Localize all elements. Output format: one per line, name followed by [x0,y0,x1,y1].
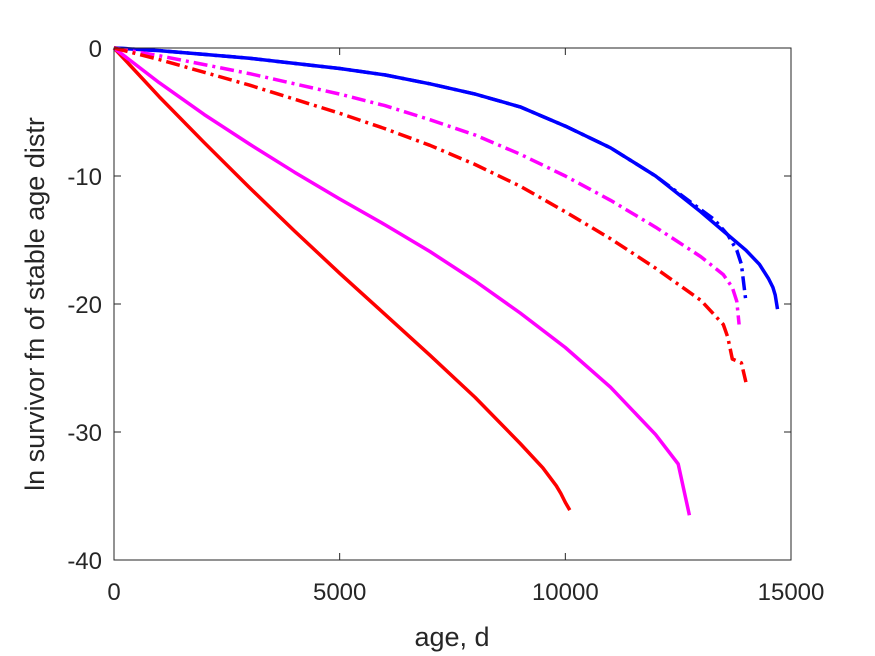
series-line-1 [112,46,572,511]
x-tick-label: 10000 [532,579,599,606]
y-tick-label: -40 [67,548,102,575]
series-layer [112,46,780,516]
series-line-2 [112,46,692,516]
y-tick-label: 0 [89,36,102,63]
y-tick-label: -30 [67,420,102,447]
y-tick-label: -10 [67,164,102,191]
series-line-6 [113,46,748,383]
x-tick-label: 15000 [758,579,825,606]
x-tick-label: 5000 [313,579,366,606]
series-line-4 [113,46,748,302]
y-tick-label: -20 [67,292,102,319]
x-tick-label: 0 [107,579,120,606]
series-line-5 [113,46,741,325]
x-axis-label: age, d [414,622,489,652]
y-axis-label: ln survivor fn of stable age distr [20,117,50,491]
tick-layer: 0 5000 10000 15000 0 -10 -20 -30 -40 [67,36,824,606]
